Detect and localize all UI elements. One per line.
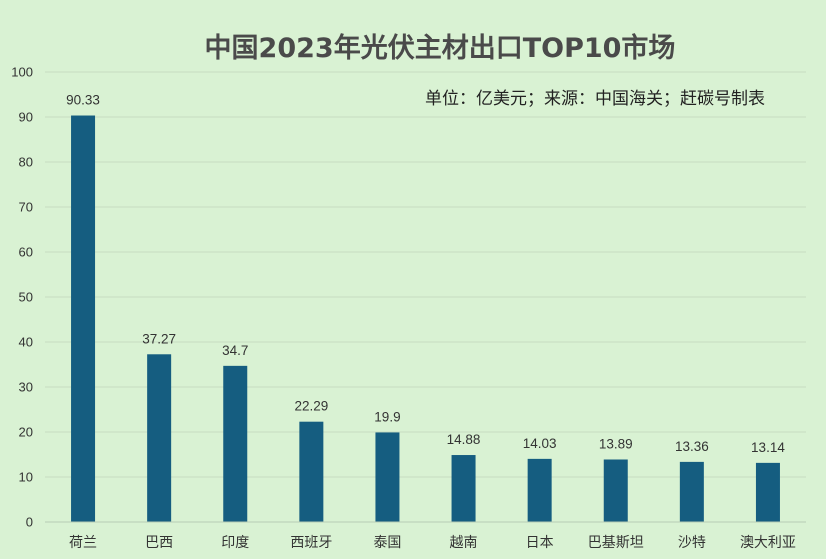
y-tick-label: 0	[26, 515, 33, 530]
data-label: 14.88	[447, 432, 481, 447]
bar	[223, 365, 248, 522]
gridlines	[45, 71, 806, 478]
data-label: 90.33	[66, 93, 100, 108]
bars	[71, 115, 780, 522]
chart-title: 中国2023年光伏主材出口TOP10市场	[205, 32, 676, 64]
x-axis-categories: 荷兰 巴西 印度 西班牙 泰国 越南 日本 巴基斯坦 沙特 澳大利亚	[69, 534, 796, 551]
y-tick-label: 40	[19, 335, 33, 350]
bar	[603, 459, 628, 522]
y-tick-label: 30	[19, 380, 33, 395]
y-tick-label: 80	[19, 155, 33, 170]
data-label: 13.14	[751, 440, 785, 455]
x-tick-label: 澳大利亚	[740, 535, 796, 551]
x-tick-label: 印度	[221, 535, 249, 551]
data-label: 13.36	[675, 439, 709, 454]
y-tick-label: 70	[19, 200, 33, 215]
x-tick-label: 巴西	[145, 535, 173, 551]
x-tick-label: 西班牙	[290, 535, 332, 551]
y-tick-label: 20	[19, 425, 33, 440]
x-tick-label: 越南	[450, 535, 478, 551]
bar	[147, 354, 172, 522]
chart-note: 单位：亿美元；来源：中国海关；赶碳号制表	[425, 89, 765, 109]
bar	[755, 462, 780, 522]
bar	[679, 461, 704, 522]
bar	[527, 458, 552, 522]
y-tick-label: 100	[11, 65, 33, 80]
x-tick-label: 日本	[526, 535, 554, 551]
data-label: 13.89	[599, 436, 633, 451]
bar	[451, 455, 476, 522]
x-tick-label: 荷兰	[69, 535, 97, 551]
y-tick-label: 90	[19, 110, 33, 125]
bar	[375, 432, 400, 522]
bar	[71, 115, 96, 522]
data-label: 14.03	[523, 436, 557, 451]
y-tick-label: 60	[19, 245, 33, 260]
data-label: 19.9	[374, 409, 400, 424]
x-tick-label: 泰国	[373, 535, 401, 551]
data-labels: 90.33 37.27 34.7 22.29 19.9 14.88 14.03 13.89 13…	[66, 93, 785, 455]
y-tick-label: 10	[19, 470, 33, 485]
x-tick-label: 沙特	[678, 535, 706, 551]
y-axis-ticks: 0 10 20 30 40 50 60 70 80 90 100	[11, 65, 33, 530]
y-tick-label: 50	[19, 290, 33, 305]
bar	[299, 421, 324, 522]
data-label: 34.7	[222, 343, 248, 358]
data-label: 37.27	[142, 331, 176, 346]
data-label: 22.29	[294, 399, 328, 414]
x-tick-label: 巴基斯坦	[588, 534, 644, 551]
